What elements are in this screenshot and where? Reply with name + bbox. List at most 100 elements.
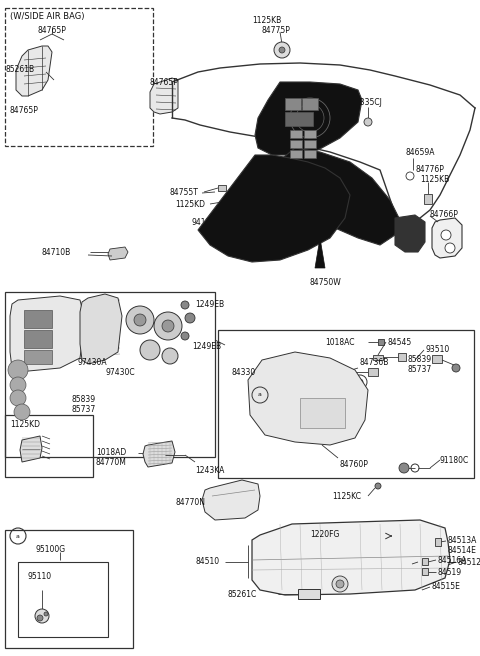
Bar [340,370,352,375]
Text: 1243KA: 1243KA [195,466,224,475]
Bar [285,112,313,126]
Text: 84330: 84330 [232,368,256,377]
Text: 85737: 85737 [72,405,96,414]
Text: 85737: 85737 [408,365,432,374]
Polygon shape [108,247,128,260]
Text: 84770M: 84770M [96,458,127,467]
Bar [424,194,432,204]
Polygon shape [395,215,425,252]
Bar [298,589,320,599]
Text: 95110: 95110 [28,572,52,581]
Bar [24,350,52,364]
Circle shape [134,314,146,326]
Circle shape [140,340,160,360]
Circle shape [223,199,229,205]
Circle shape [336,580,344,588]
Text: 84775P: 84775P [262,26,291,35]
Text: 97430C: 97430C [105,368,134,377]
Text: 1018AD: 1018AD [96,448,126,457]
Circle shape [364,118,372,126]
Bar [218,185,226,191]
Text: 84510: 84510 [195,557,219,566]
Text: 84513A: 84513A [448,536,478,545]
Text: 84659A: 84659A [405,148,434,157]
Text: 1249EB: 1249EB [195,300,224,309]
Circle shape [357,379,363,385]
Text: 77220: 77220 [318,378,342,387]
Polygon shape [244,232,262,250]
Bar [218,330,474,478]
Bar [398,353,406,361]
Text: 1125KB: 1125KB [420,175,449,184]
Polygon shape [10,296,85,372]
Circle shape [181,332,189,340]
Text: 84776P: 84776P [415,165,444,174]
Text: 1125KB: 1125KB [252,16,281,25]
Text: 84514E: 84514E [448,546,477,555]
Bar [304,150,316,158]
Bar [378,339,384,345]
Polygon shape [202,480,260,520]
Bar [5,415,93,477]
Circle shape [274,42,290,58]
Text: 84515E: 84515E [432,582,461,591]
Circle shape [162,348,178,364]
Circle shape [399,463,409,473]
Polygon shape [248,352,368,445]
Text: 84545: 84545 [388,338,412,347]
Circle shape [307,371,317,381]
Text: 91180C: 91180C [440,456,469,465]
Circle shape [8,360,28,380]
Circle shape [441,230,451,240]
Bar [5,8,153,146]
Bar [18,562,108,637]
Bar [304,130,316,138]
Text: 93510: 93510 [425,345,449,354]
Bar [373,355,383,360]
Text: 84750W: 84750W [310,278,342,287]
Text: 84765P: 84765P [37,26,66,35]
Polygon shape [315,238,325,268]
Text: 85839: 85839 [72,395,96,404]
Text: 84516A: 84516A [438,556,468,565]
Circle shape [181,301,189,309]
Bar [368,368,378,376]
Polygon shape [255,82,362,155]
Text: 1335CJ: 1335CJ [355,98,382,107]
Text: 84765P: 84765P [150,78,179,87]
Circle shape [14,404,30,420]
Text: 94115A: 94115A [192,218,221,227]
Text: 95100G: 95100G [35,545,65,554]
Text: 85261B: 85261B [5,65,34,74]
Polygon shape [150,78,178,114]
Text: 84512B: 84512B [458,558,480,567]
Text: 1018AC: 1018AC [325,338,355,347]
Bar [290,150,302,158]
Polygon shape [20,436,42,462]
Text: 84710B: 84710B [42,248,71,257]
Bar [422,558,428,565]
Text: 1125KD: 1125KD [10,420,40,429]
Bar [432,355,442,363]
Bar [285,98,301,110]
Text: 84519: 84519 [438,568,462,577]
Circle shape [445,243,455,253]
Text: 84755T: 84755T [170,188,199,197]
Text: 84766P: 84766P [430,210,459,219]
Bar [435,538,441,546]
Text: a: a [258,392,262,398]
Polygon shape [198,155,350,262]
Text: 84736B: 84736B [360,358,389,367]
Circle shape [10,377,26,393]
Circle shape [308,380,316,388]
Circle shape [375,483,381,489]
Circle shape [35,609,49,623]
Text: 1125KC: 1125KC [332,492,361,501]
Bar [290,130,302,138]
Text: 84613W: 84613W [285,358,317,367]
Text: 1249EB: 1249EB [210,228,239,237]
Text: 85839: 85839 [408,355,432,364]
Text: 92620: 92620 [318,388,342,397]
Text: a: a [16,533,20,539]
Bar [302,98,318,110]
